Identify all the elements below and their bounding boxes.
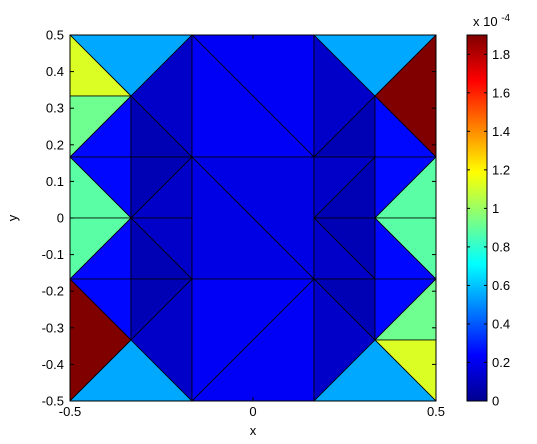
colorbar (467, 35, 487, 401)
colorbar-tick-label-1: 0.2 (492, 355, 510, 370)
x-tick-label-2: 0.5 (427, 404, 445, 419)
y-tick-label-6: -0.1 (42, 247, 64, 262)
colorbar-tick-label-9: 1.8 (492, 47, 510, 62)
colorbar-exponent-power: -4 (501, 13, 510, 24)
axis-ticks (69, 34, 437, 402)
y-tick-label-10: -0.5 (42, 394, 64, 409)
colorbar-tick-label-6: 1.2 (492, 162, 510, 177)
y-tick-label-7: -0.2 (42, 284, 64, 299)
mesh-patch-layer (69, 34, 437, 402)
x-tick-labels: -0.5 0 0.5 (59, 404, 445, 419)
colorbar-tick-label-3: 0.6 (492, 278, 510, 293)
y-tick-label-2: 0.3 (46, 101, 64, 116)
colorbar-tick-label-5: 1 (492, 201, 499, 216)
y-tick-labels: 0.5 0.4 0.3 0.2 0.1 0 -0.1 -0.2 -0.3 -0.4 -0.5 (42, 28, 64, 409)
y-tick-label-9: -0.4 (42, 357, 64, 372)
colorbar-ticks (467, 53, 487, 402)
colorbar-frame (466, 34, 488, 402)
y-tick-label-0: 0.5 (46, 28, 64, 43)
colorbar-tick-label-2: 0.4 (492, 316, 510, 331)
colorbar-tick-label-8: 1.6 (492, 85, 510, 100)
y-tick-label-1: 0.4 (46, 64, 64, 79)
x-tick-label-0: -0.5 (59, 404, 81, 419)
y-tick-label-5: 0 (57, 211, 64, 226)
y-tick-label-8: -0.3 (42, 320, 64, 335)
colorbar-tick-labels: 0 0.2 0.4 0.6 0.8 1 1.2 1.4 1.6 1.8 (492, 47, 510, 409)
colorbar-exponent-base: x 10 (473, 14, 498, 29)
x-axis-label: x (250, 423, 257, 438)
y-axis-label: y (5, 214, 20, 221)
colorbar-exponent-label: x 10 -4 (473, 13, 511, 29)
colorbar-tick-label-4: 0.8 (492, 239, 510, 254)
y-tick-label-4: 0.1 (46, 174, 64, 189)
y-tick-label-3: 0.2 (46, 137, 64, 152)
colorbar-tick-label-7: 1.4 (492, 124, 510, 139)
colorbar-tick-label-0: 0 (492, 394, 499, 409)
x-tick-label-1: 0 (249, 404, 256, 419)
